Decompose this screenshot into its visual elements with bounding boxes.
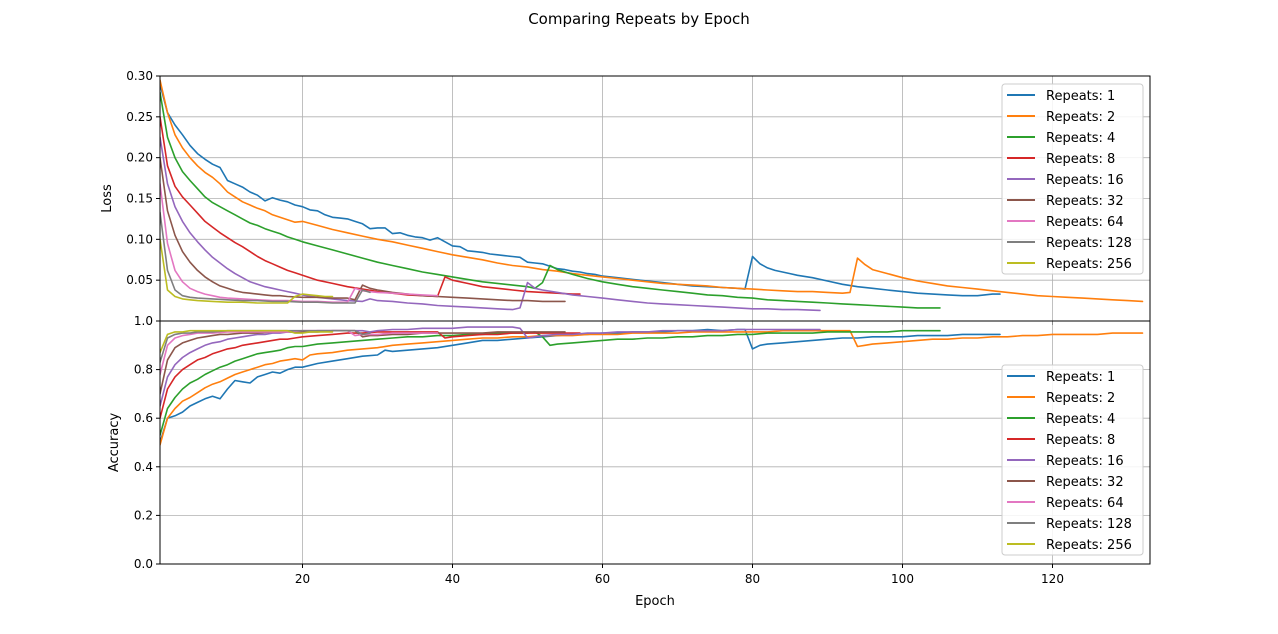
loss-series-line bbox=[160, 136, 821, 312]
x-axis-label: Epoch bbox=[635, 594, 675, 609]
loss-series-line bbox=[160, 238, 334, 304]
accuracy-series-line bbox=[160, 329, 1144, 446]
accuracy-legend-label: Repeats: 256 bbox=[1046, 538, 1132, 553]
loss-legend-label: Repeats: 1 bbox=[1046, 89, 1115, 104]
accuracy-series-line bbox=[160, 328, 1001, 444]
accuracy-legend-label: Repeats: 8 bbox=[1046, 433, 1115, 448]
accuracy-y-tick-label: 0.2 bbox=[134, 508, 153, 522]
accuracy-y-tick-label: 0.0 bbox=[134, 557, 153, 571]
loss-y-tick-label: 0.20 bbox=[126, 151, 153, 165]
accuracy-y-tick-label: 0.8 bbox=[134, 363, 153, 377]
accuracy-y-tick-label: 0.4 bbox=[134, 460, 153, 474]
accuracy-series-group bbox=[160, 326, 1144, 446]
loss-series-line bbox=[160, 156, 566, 303]
loss-y-tick-label: 0.25 bbox=[126, 110, 153, 124]
accuracy-legend-label: Repeats: 16 bbox=[1046, 454, 1124, 469]
x-tick-label: 100 bbox=[891, 572, 914, 586]
loss-series-line bbox=[160, 83, 1001, 297]
accuracy-y-axis-label: Accuracy bbox=[107, 413, 122, 473]
accuracy-series-line bbox=[160, 329, 439, 376]
loss-legend-box bbox=[1001, 83, 1144, 275]
accuracy-legend-label: Repeats: 32 bbox=[1046, 475, 1124, 490]
chart-title: Comparing Repeats by Epoch bbox=[528, 10, 750, 28]
x-tick-label: 40 bbox=[445, 572, 460, 586]
accuracy-legend-label: Repeats: 2 bbox=[1046, 391, 1115, 406]
loss-legend-label: Repeats: 4 bbox=[1046, 131, 1115, 146]
x-tick-label: 120 bbox=[1041, 572, 1064, 586]
accuracy-legend-label: Repeats: 1 bbox=[1046, 370, 1115, 385]
accuracy-axes-frame bbox=[159, 320, 1151, 565]
x-tick-label: 60 bbox=[595, 572, 610, 586]
loss-y-tick-label: 0.30 bbox=[126, 69, 153, 83]
loss-series-line bbox=[160, 116, 581, 298]
accuracy-panel: 20 40 60 80 100 120 0.0 0.2 0.4 0.6 0.8 1.0 Accuracy… bbox=[107, 314, 1151, 586]
loss-series-line bbox=[160, 211, 371, 304]
loss-legend-label: Repeats: 16 bbox=[1046, 173, 1124, 188]
loss-series-line bbox=[160, 91, 941, 309]
accuracy-y-tick-label: 1.0 bbox=[134, 314, 153, 328]
accuracy-legend-label: Repeats: 64 bbox=[1046, 496, 1124, 511]
x-tick-label: 20 bbox=[295, 572, 310, 586]
loss-legend-label: Repeats: 8 bbox=[1046, 152, 1115, 167]
accuracy-series-line bbox=[160, 326, 821, 407]
loss-series-line bbox=[160, 79, 1144, 303]
accuracy-legend-label: Repeats: 4 bbox=[1046, 412, 1115, 427]
loss-legend-label: Repeats: 2 bbox=[1046, 110, 1115, 125]
accuracy-legend: Repeats: 1 Repeats: 2 Repeats: 4 Repeats: 8… bbox=[1001, 364, 1144, 556]
loss-series-group bbox=[160, 79, 1144, 312]
accuracy-series-line bbox=[160, 329, 334, 354]
loss-y-axis-label: Loss bbox=[100, 184, 115, 213]
loss-legend-label: Repeats: 32 bbox=[1046, 194, 1124, 209]
accuracy-legend-box bbox=[1001, 364, 1144, 556]
loss-y-tick-label: 0.15 bbox=[126, 192, 153, 206]
loss-legend-label: Repeats: 64 bbox=[1046, 215, 1124, 230]
loss-legend: Repeats: 1 Repeats: 2 Repeats: 4 Repeats: 8… bbox=[1001, 83, 1144, 275]
accuracy-legend-label: Repeats: 128 bbox=[1046, 517, 1132, 532]
loss-legend-label: Repeats: 256 bbox=[1046, 257, 1132, 272]
x-tick-label: 80 bbox=[745, 572, 760, 586]
loss-legend-label: Repeats: 128 bbox=[1046, 236, 1132, 251]
loss-y-tick-label: 0.05 bbox=[126, 273, 153, 287]
accuracy-y-tick-label: 0.6 bbox=[134, 411, 153, 425]
loss-y-tick-label: 0.10 bbox=[126, 232, 153, 246]
accuracy-series-line bbox=[160, 331, 581, 419]
